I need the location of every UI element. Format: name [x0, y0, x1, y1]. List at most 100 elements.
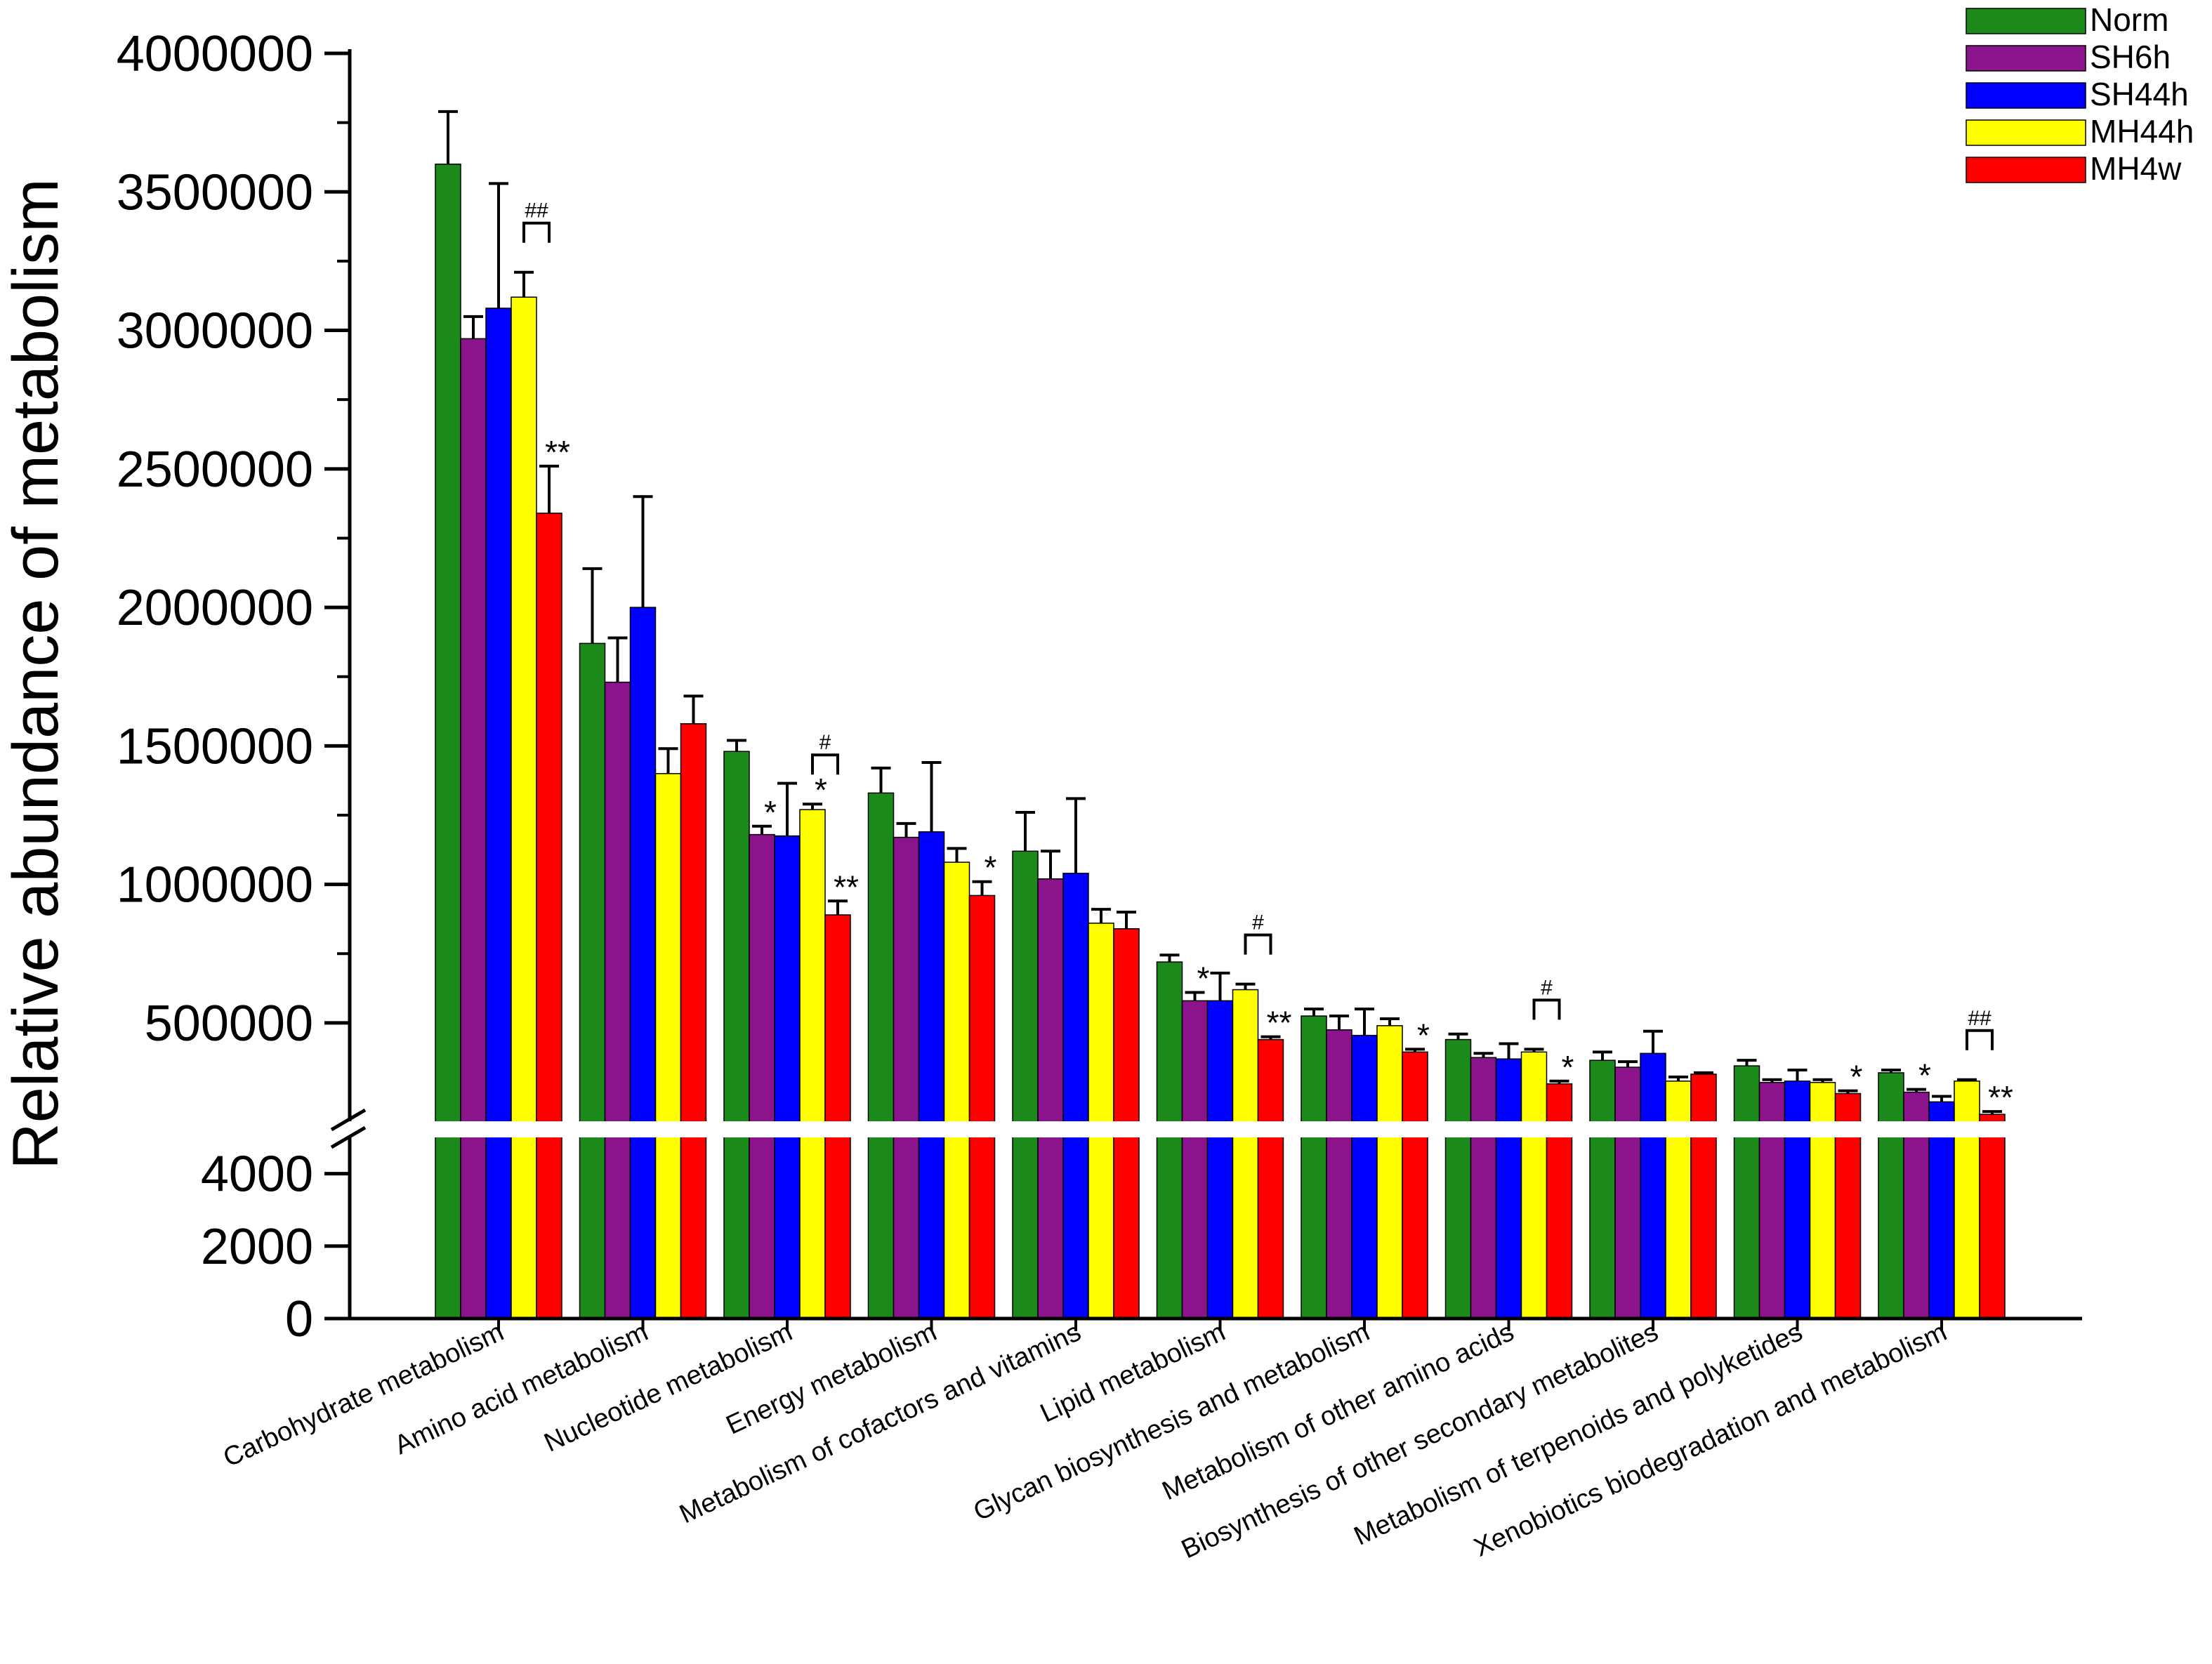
error-bar-mh44h-4 — [1091, 908, 1111, 923]
bar-norm-9 — [1733, 1065, 1760, 1319]
x-tick-label: Amino acid metabolism — [390, 1317, 653, 1460]
legend-swatch-norm — [1966, 8, 2086, 34]
bar-mh4w-8 — [1690, 1074, 1717, 1319]
legend-swatch-sh6h — [1966, 45, 2086, 72]
error-bar-mh4w-3 — [972, 880, 992, 896]
error-bar-norm-3 — [871, 766, 891, 793]
bar-mh44h-4 — [1088, 923, 1114, 1319]
bar-sh6h-1 — [604, 681, 631, 1319]
significance-marker: * — [985, 850, 997, 886]
bar-sh44h-5 — [1206, 1000, 1234, 1319]
y-axis-label: Relative abundance of metabolism — [0, 178, 72, 1170]
error-bar-sh44h-1 — [633, 495, 653, 608]
bar-mh4w-5 — [1257, 1038, 1284, 1319]
axis-break-slash — [330, 1108, 367, 1132]
bar-mh44h-1 — [654, 773, 682, 1319]
error-bar-mh44h-3 — [947, 847, 967, 863]
bar-norm-8 — [1589, 1059, 1616, 1319]
bar-sh44h-0 — [485, 308, 512, 1319]
y-tick-label: 1000000 — [117, 857, 313, 913]
bar-sh44h-9 — [1784, 1081, 1811, 1319]
error-bar-norm-0 — [438, 110, 458, 164]
error-bar-sh6h-0 — [463, 315, 483, 339]
legend-swatch-sh44h — [1966, 82, 2086, 109]
bar-mh44h-3 — [943, 861, 970, 1319]
error-bar-norm-7 — [1448, 1032, 1468, 1040]
y-tick-label: 2000 — [201, 1219, 313, 1275]
error-bar-mh4w-5 — [1260, 1035, 1281, 1040]
legend-label-mh4w: MH4w — [2090, 150, 2182, 187]
error-bar-mh44h-9 — [1812, 1078, 1833, 1083]
legend-swatch-mh4w — [1966, 157, 2086, 183]
bar-norm-6 — [1301, 1015, 1327, 1319]
comparison-bracket: # — [1532, 976, 1561, 1020]
bar-norm-3 — [867, 792, 895, 1319]
error-bar-mh4w-0 — [539, 464, 559, 513]
error-bar-mh4w-2 — [828, 899, 848, 916]
error-bars-layer — [438, 110, 2002, 1115]
bar-sh44h-2 — [774, 835, 801, 1319]
error-bar-mh44h-5 — [1235, 982, 1256, 990]
bar-sh44h-8 — [1640, 1052, 1666, 1319]
error-bar-sh44h-8 — [1643, 1029, 1663, 1054]
bar-mh44h-6 — [1376, 1025, 1403, 1319]
comparison-bracket: # — [811, 731, 839, 775]
bar-mh44h-10 — [1954, 1081, 1980, 1319]
error-bar-mh44h-6 — [1380, 1017, 1400, 1026]
y-tick-label: 2500000 — [117, 442, 313, 498]
error-bar-mh44h-2 — [803, 803, 822, 810]
bar-mh4w-0 — [536, 513, 562, 1319]
legend-swatch-mh44h — [1966, 119, 2086, 146]
bar-sh6h-0 — [460, 338, 487, 1319]
bar-sh6h-8 — [1614, 1067, 1641, 1319]
error-bar-sh44h-9 — [1787, 1068, 1808, 1081]
y-tick-label: 500000 — [145, 996, 313, 1052]
bar-sh6h-9 — [1758, 1081, 1786, 1319]
bar-mh44h-8 — [1665, 1081, 1692, 1319]
y-tick-label: 1500000 — [117, 718, 313, 774]
comparison-bracket-label: # — [1252, 911, 1264, 935]
comparison-bracket-label: ## — [1968, 1007, 1992, 1030]
legend-label-mh44h: MH44h — [2090, 113, 2194, 150]
error-bar-norm-10 — [1881, 1068, 1901, 1073]
y-tick-label: 4000 — [201, 1147, 313, 1203]
y-tick-label: 2000000 — [117, 580, 313, 636]
axis-break-band — [329, 1121, 2089, 1137]
legend-label-sh44h: SH44h — [2090, 76, 2189, 112]
error-bar-sh44h-3 — [921, 761, 942, 832]
error-bar-norm-1 — [582, 567, 603, 644]
error-bar-sh6h-1 — [607, 636, 628, 682]
significance-marker: ** — [1988, 1079, 2013, 1116]
y-tick-label: 3500000 — [117, 164, 313, 220]
significance-marker: * — [1562, 1049, 1574, 1085]
error-bar-sh6h-3 — [896, 821, 916, 838]
bar-mh4w-2 — [824, 914, 851, 1319]
error-bar-mh44h-0 — [514, 270, 534, 298]
error-bar-sh6h-9 — [1762, 1078, 1782, 1083]
error-bar-sh44h-6 — [1355, 1008, 1374, 1036]
error-bar-mh4w-4 — [1117, 911, 1136, 929]
y-tick-label: 4000000 — [117, 26, 313, 82]
error-bar-sh6h-2 — [752, 824, 772, 835]
bar-sh6h-4 — [1037, 878, 1064, 1319]
error-bar-mh44h-10 — [1957, 1078, 1977, 1081]
bar-norm-7 — [1444, 1038, 1472, 1319]
error-bar-sh44h-2 — [777, 781, 797, 836]
bar-mh4w-6 — [1402, 1051, 1428, 1319]
comparison-bracket: ## — [522, 199, 551, 243]
bar-mh4w-7 — [1546, 1083, 1573, 1319]
significance-marker: * — [1417, 1017, 1430, 1053]
significance-marker: * — [764, 794, 777, 831]
significance-marker: * — [1850, 1059, 1863, 1095]
comparison-bracket-label: # — [1541, 976, 1553, 999]
bar-mh44h-7 — [1520, 1051, 1548, 1319]
error-bar-sh6h-7 — [1473, 1052, 1494, 1058]
error-bar-sh44h-0 — [489, 182, 508, 308]
axes-layer: 500000 1000000 1500000 2000000 2500000 300000… — [117, 26, 2082, 1347]
bar-mh44h-0 — [511, 296, 537, 1319]
bar-sh6h-3 — [893, 836, 920, 1319]
significance-marker: ** — [545, 434, 570, 470]
